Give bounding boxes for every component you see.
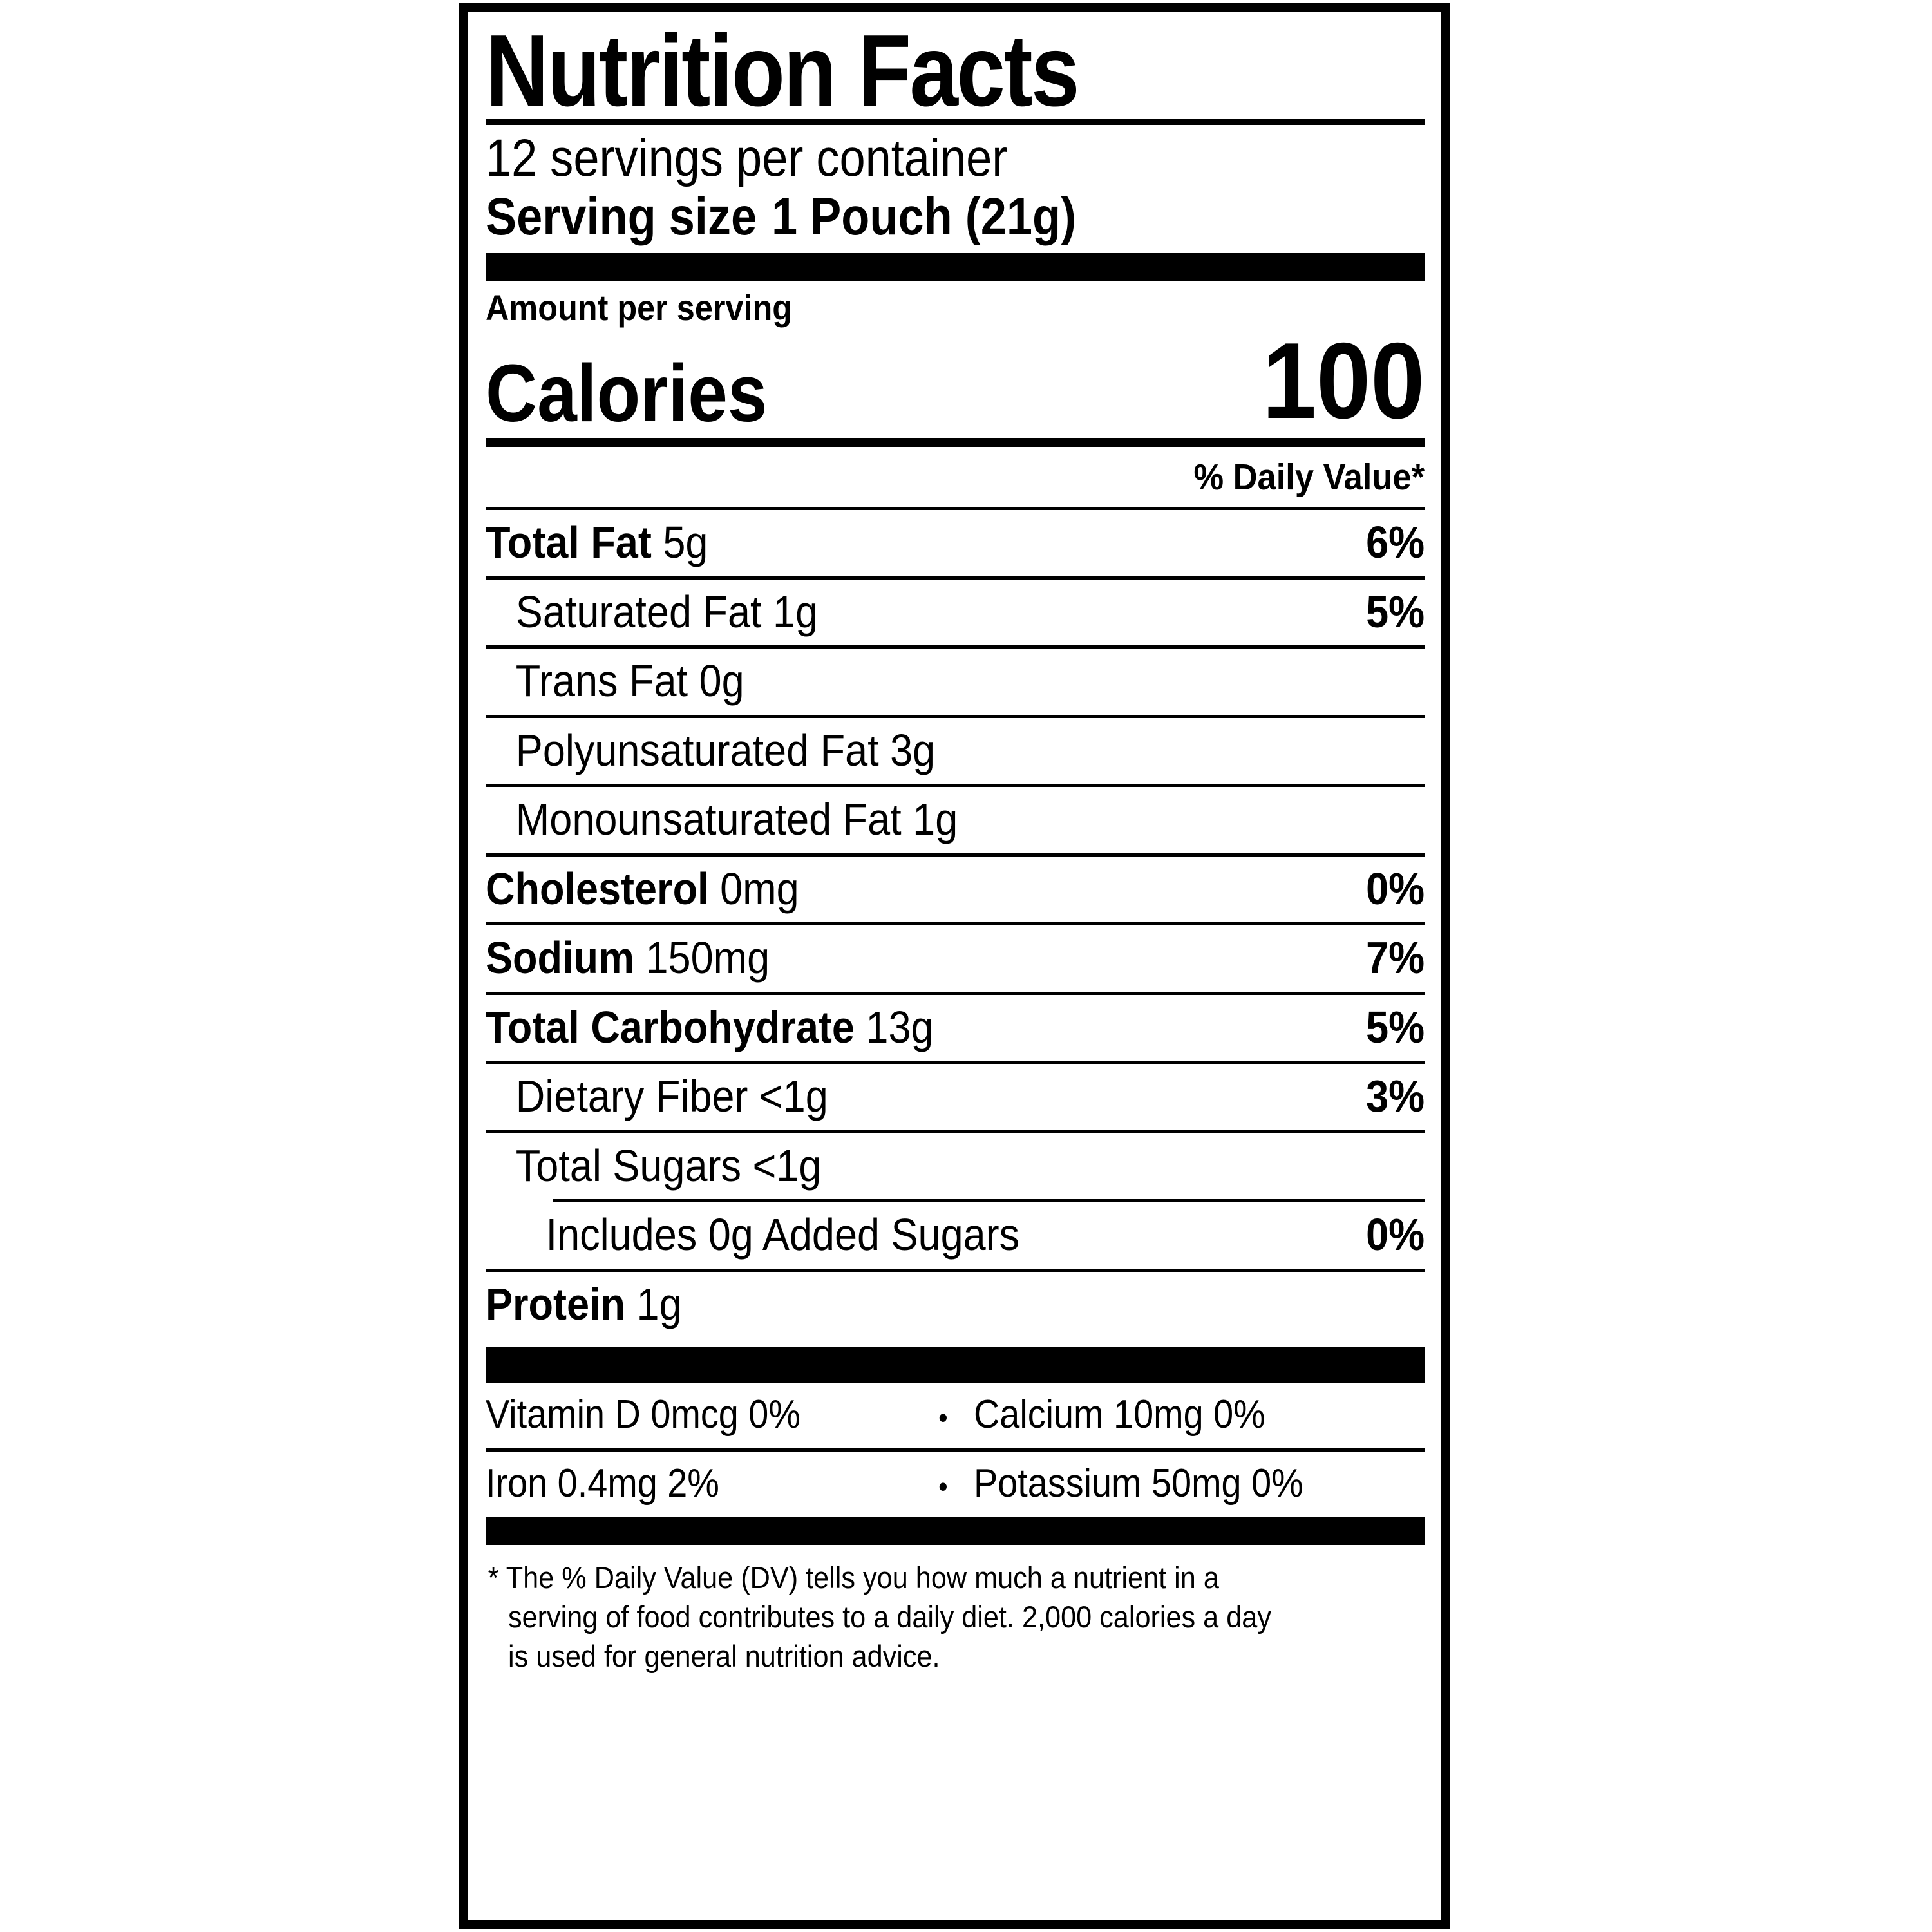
rule-above-cholesterol bbox=[486, 853, 1425, 857]
page-title: Nutrition Facts bbox=[486, 14, 1080, 128]
rule-above-total-sugars bbox=[486, 1130, 1425, 1133]
servings-per-container: 12 servings per container bbox=[486, 129, 1008, 188]
serving-size-row: Serving size 1 Pouch (21g) bbox=[486, 187, 1312, 253]
rule-above-mono-fat bbox=[486, 784, 1425, 788]
nutrition-facts-panel: Nutrition Facts 12 servings per containe… bbox=[459, 3, 1450, 1929]
row-vitamin-d-calcium: Vitamin D 0mcg 0% • Calcium 10mg 0% bbox=[486, 1383, 1425, 1448]
footnote-text-1: The % Daily Value (DV) tells you how muc… bbox=[506, 1560, 1219, 1595]
sodium-dv: 7% bbox=[1365, 933, 1425, 983]
serving-size-value: 1 Pouch (21g) bbox=[772, 187, 1077, 246]
daily-value-header: % Daily Value* bbox=[1193, 457, 1425, 498]
total-sugars-label: Total Sugars <1g bbox=[515, 1140, 822, 1191]
row-dietary-fiber: Dietary Fiber <1g 3% bbox=[486, 1064, 1425, 1130]
potassium-value: Potassium 50mg 0% bbox=[974, 1461, 1303, 1506]
sodium-amount: 150mg bbox=[645, 933, 770, 983]
sodium-label: Sodium 150mg bbox=[486, 932, 770, 984]
bullet-separator-icon: • bbox=[938, 1401, 948, 1435]
total-fat-label: Total Fat 5g bbox=[486, 516, 708, 569]
total-carbohydrate-amount: 13g bbox=[866, 1001, 934, 1052]
rule-under-calories bbox=[486, 438, 1425, 448]
calcium-value: Calcium 10mg 0% bbox=[974, 1392, 1265, 1437]
bottom-spacer bbox=[486, 1676, 1425, 1920]
row-total-sugars: Total Sugars <1g bbox=[486, 1133, 1425, 1200]
protein-name: Protein bbox=[486, 1278, 626, 1329]
rule-above-total-carbohydrate bbox=[486, 991, 1425, 995]
row-saturated-fat: Saturated Fat 1g 5% bbox=[486, 580, 1425, 646]
thick-bar-before-vitamins bbox=[486, 1347, 1425, 1383]
footnote-line-2: serving of food contributes to a daily d… bbox=[507, 1600, 1271, 1634]
rule-above-total-fat bbox=[486, 507, 1425, 511]
rule-above-added-sugars bbox=[553, 1199, 1425, 1203]
row-total-carbohydrate: Total Carbohydrate 13g 5% bbox=[486, 995, 1425, 1061]
iron-value: Iron 0.4mg 2% bbox=[486, 1461, 719, 1506]
row-iron-potassium: Iron 0.4mg 2% • Potassium 50mg 0% bbox=[486, 1452, 1425, 1517]
total-fat-amount: 5g bbox=[663, 517, 708, 568]
rule-under-title bbox=[486, 119, 1425, 126]
saturated-fat-dv: 5% bbox=[1365, 586, 1425, 637]
row-trans-fat: Trans Fat 0g bbox=[486, 649, 1425, 715]
rule-between-vitamin-rows bbox=[486, 1448, 1425, 1452]
row-polyunsaturated-fat: Polyunsaturated Fat 3g bbox=[486, 718, 1425, 784]
row-added-sugars: Includes 0g Added Sugars 0% bbox=[486, 1202, 1425, 1269]
cholesterol-dv: 0% bbox=[1365, 863, 1425, 914]
cholesterol-name: Cholesterol bbox=[486, 863, 709, 914]
cholesterol-amount: 0mg bbox=[720, 863, 799, 914]
row-cholesterol: Cholesterol 0mg 0% bbox=[486, 857, 1425, 923]
serving-size-label: Serving size bbox=[486, 187, 757, 246]
vitamin-d-value: Vitamin D 0mcg 0% bbox=[486, 1392, 800, 1437]
dietary-fiber-dv: 3% bbox=[1365, 1071, 1425, 1122]
calories-label: Calories bbox=[486, 348, 768, 439]
daily-value-footnote: * The % Daily Value (DV) tells you how m… bbox=[486, 1545, 1349, 1676]
rule-above-protein bbox=[486, 1268, 1425, 1272]
trans-fat-label: Trans Fat 0g bbox=[515, 656, 744, 706]
added-sugars-label: Includes 0g Added Sugars bbox=[545, 1209, 1020, 1260]
total-fat-name: Total Fat bbox=[486, 517, 652, 568]
rule-above-saturated-fat bbox=[486, 576, 1425, 580]
added-sugars-dv: 0% bbox=[1365, 1209, 1425, 1260]
row-total-fat: Total Fat 5g 6% bbox=[486, 510, 1425, 576]
polyunsaturated-fat-label: Polyunsaturated Fat 3g bbox=[515, 724, 936, 775]
footnote-line-1: * The % Daily Value (DV) tells you how m… bbox=[488, 1558, 1339, 1597]
total-carbohydrate-dv: 5% bbox=[1365, 1001, 1425, 1052]
rule-above-poly-fat bbox=[486, 714, 1425, 718]
saturated-fat-label: Saturated Fat 1g bbox=[515, 586, 819, 637]
thick-bar-before-footnote bbox=[486, 1516, 1425, 1545]
row-protein: Protein 1g bbox=[486, 1272, 1425, 1347]
calories-value: 100 bbox=[1262, 320, 1425, 442]
footnote-line-3: is used for general nutrition advice. bbox=[507, 1639, 940, 1674]
total-fat-dv: 6% bbox=[1365, 517, 1425, 568]
nutrition-facts-inner: Nutrition Facts 12 servings per containe… bbox=[468, 12, 1441, 1920]
rule-above-dietary-fiber bbox=[486, 1061, 1425, 1065]
total-carbohydrate-label: Total Carbohydrate 13g bbox=[486, 1001, 934, 1054]
protein-label: Protein 1g bbox=[486, 1278, 682, 1331]
sodium-name: Sodium bbox=[486, 933, 634, 983]
amount-per-serving-label: Amount per serving bbox=[486, 287, 793, 328]
cholesterol-label: Cholesterol 0mg bbox=[486, 863, 799, 915]
bullet-separator-icon-2: • bbox=[938, 1469, 948, 1503]
dietary-fiber-label: Dietary Fiber <1g bbox=[515, 1071, 828, 1122]
total-carbohydrate-name: Total Carbohydrate bbox=[486, 1001, 855, 1052]
footnote-asterisk: * bbox=[488, 1560, 499, 1595]
row-sodium: Sodium 150mg 7% bbox=[486, 925, 1425, 992]
protein-amount: 1g bbox=[636, 1278, 682, 1329]
row-monounsaturated-fat: Monounsaturated Fat 1g bbox=[486, 787, 1425, 853]
calories-row: Calories 100 bbox=[486, 320, 1425, 442]
rule-above-trans-fat bbox=[486, 645, 1425, 649]
thick-bar-after-serving-size bbox=[486, 252, 1425, 281]
monounsaturated-fat-label: Monounsaturated Fat 1g bbox=[515, 794, 958, 845]
rule-above-sodium bbox=[486, 922, 1425, 926]
